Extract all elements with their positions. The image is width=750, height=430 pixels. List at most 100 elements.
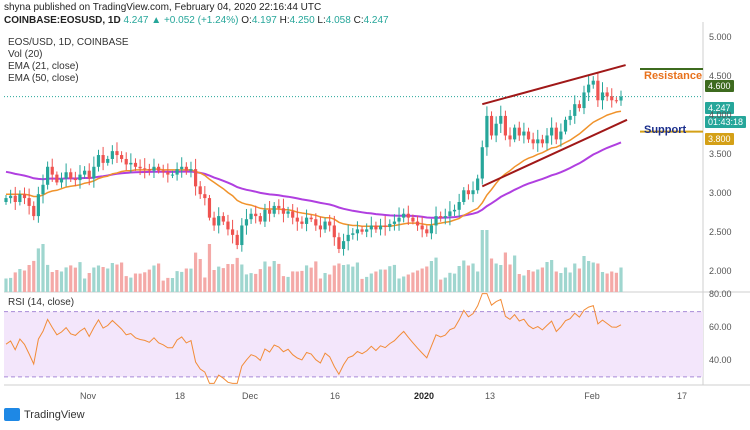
volume-bar — [513, 255, 517, 292]
candle-body — [249, 213, 253, 220]
candle-body — [101, 155, 105, 163]
volume-bar — [346, 264, 350, 292]
candle-body — [235, 234, 239, 246]
volume-bar — [448, 272, 452, 292]
candle-body — [508, 135, 512, 140]
volume-bar — [180, 271, 184, 292]
volume-bar — [619, 267, 623, 292]
volume-bar — [485, 230, 489, 292]
candle-body — [480, 147, 484, 179]
volume-bar — [378, 269, 383, 292]
price-tick-label: 4.000 — [709, 109, 732, 120]
candle-body — [46, 166, 50, 185]
volume-bar — [230, 264, 235, 292]
rsi-tick-label: 80.00 — [709, 289, 732, 300]
price-change: +0.052 (+1.24%) — [163, 15, 239, 26]
volume-bar — [522, 275, 526, 292]
volume-bar — [383, 269, 387, 292]
volume-bar — [573, 263, 577, 292]
volume-bar — [272, 261, 276, 292]
volume-bar — [466, 265, 471, 292]
volume-bar — [258, 269, 262, 292]
volume-bar — [439, 279, 443, 292]
volume-bar — [295, 271, 299, 292]
candle-body — [267, 209, 272, 214]
volume-bar — [605, 273, 609, 292]
candle-body — [466, 190, 471, 195]
time-tick-label: 17 — [676, 391, 688, 401]
candle-body — [577, 104, 581, 109]
legend-ema50[interactable]: EMA (50, close) — [8, 73, 79, 84]
candle-body — [383, 225, 387, 228]
candle-body — [152, 166, 156, 171]
legend-rsi[interactable]: RSI (14, close) — [8, 297, 75, 308]
volume-bar — [244, 274, 249, 292]
candle-body — [69, 172, 73, 179]
candle-body — [193, 169, 198, 187]
support-price-tag: 3.800 — [705, 133, 734, 145]
candle-body — [96, 155, 101, 167]
candle-body — [207, 198, 212, 218]
tradingview-logo[interactable]: TradingView — [4, 408, 85, 421]
legend-vol[interactable]: Vol (20) — [8, 49, 43, 60]
candle-body — [513, 127, 517, 140]
volume-bar — [106, 268, 110, 292]
ohlc-line: COINBASE:EOSUSD, 1D 4.247 ▲ +0.052 (+1.2… — [4, 15, 389, 26]
candle-body — [531, 139, 535, 144]
candle-body — [13, 195, 17, 202]
candle-body — [133, 162, 138, 167]
volume-bar — [18, 269, 22, 292]
up-arrow-icon: ▲ — [151, 15, 162, 26]
candle-body — [402, 213, 406, 218]
candle-body — [425, 229, 429, 234]
volume-bar — [388, 266, 392, 292]
candle-body — [415, 221, 420, 226]
time-tick-label: 18 — [174, 391, 186, 401]
tradingview-logo-icon — [4, 408, 20, 421]
candle-body — [138, 166, 142, 169]
volume-bar — [397, 278, 401, 292]
legend-title[interactable]: EOS/USD, 1D, COINBASE — [8, 37, 129, 48]
volume-bar — [526, 270, 531, 292]
candle-body — [120, 155, 124, 159]
candle-body — [328, 221, 332, 226]
candle-body — [244, 219, 249, 226]
candle-body — [83, 170, 87, 175]
volume-bar — [392, 264, 397, 292]
volume-bar — [587, 261, 591, 292]
volume-bar — [365, 276, 369, 292]
candle-body — [582, 92, 586, 109]
time-tick-label: Feb — [584, 391, 600, 401]
candle-body — [147, 169, 151, 171]
volume-bar — [614, 272, 618, 292]
volume-bar — [328, 274, 332, 292]
legend-ema21[interactable]: EMA (21, close) — [8, 61, 79, 72]
candle-body — [106, 158, 110, 163]
candle-body — [180, 166, 184, 170]
volume-bar — [73, 267, 77, 292]
rsi-line — [5, 293, 622, 384]
candle-body — [64, 172, 68, 179]
volume-bar — [156, 263, 161, 292]
channel-upper-line — [482, 64, 626, 106]
candle-body — [600, 92, 605, 101]
volume-bar — [147, 269, 151, 292]
candle-body — [420, 225, 424, 230]
last-price: 4.247 — [123, 15, 149, 26]
channel-lower-line — [481, 118, 628, 188]
candle-body — [355, 229, 360, 234]
volume-bar — [217, 266, 221, 292]
volume-bar — [531, 271, 535, 292]
candle-body — [397, 217, 401, 222]
candle-body — [221, 216, 225, 222]
volume-bar — [600, 272, 605, 292]
volume-bar — [120, 262, 124, 292]
volume-bar — [13, 272, 17, 292]
volume-bar — [143, 272, 147, 292]
volume-bar — [503, 252, 507, 292]
candle-body — [605, 92, 609, 97]
candle-body — [360, 229, 364, 232]
volume-bar — [425, 266, 429, 292]
candle-body — [351, 233, 355, 235]
